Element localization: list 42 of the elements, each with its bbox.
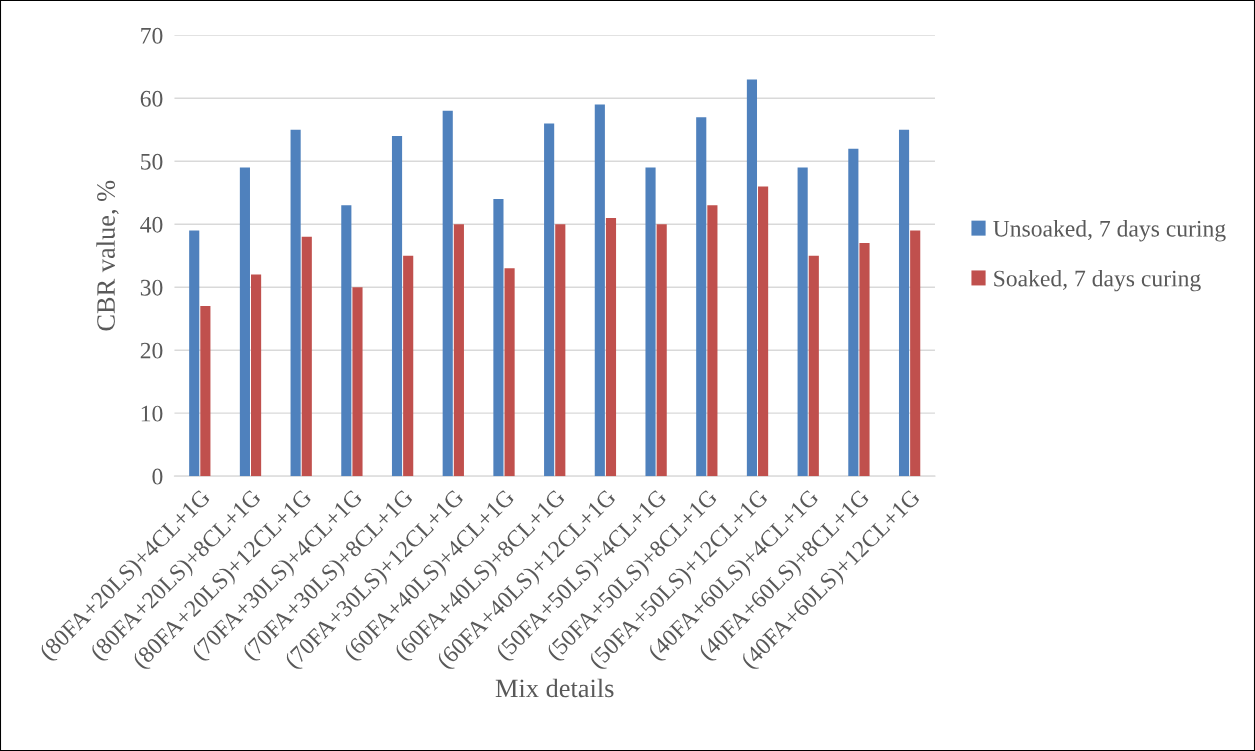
bar: [493, 199, 504, 477]
bar: [656, 224, 667, 477]
bar: [707, 205, 718, 477]
y-tick-label: 10: [141, 405, 163, 422]
bar: [910, 230, 921, 477]
bar: [544, 123, 555, 477]
y-tick-label: 70: [141, 27, 163, 44]
bar: [594, 104, 605, 477]
legend-label: Soaked, 7 days curing: [994, 269, 1201, 292]
bar: [859, 243, 870, 477]
y-tick-label: 30: [140, 279, 163, 296]
bar: [758, 186, 769, 477]
bar: [200, 306, 211, 477]
bar: [391, 136, 403, 477]
y-tick-label: 20: [140, 342, 163, 359]
bar: [239, 167, 250, 477]
bar: [808, 255, 819, 477]
bar: [555, 224, 566, 477]
bar: [797, 167, 808, 477]
y-tick-label: 0: [152, 468, 163, 485]
bar: [746, 79, 758, 477]
legend-label: Unsoaked, 7 days curing: [993, 220, 1226, 242]
y-tick-label: 60: [140, 90, 163, 107]
bar: [605, 217, 617, 477]
bar: [645, 167, 656, 477]
y-tick-label: 40: [140, 216, 163, 233]
bar: [301, 236, 312, 477]
bar: [504, 268, 515, 477]
bar: [352, 287, 363, 477]
bar: [341, 205, 352, 477]
bar: [898, 129, 910, 477]
bar: [696, 117, 707, 477]
y-tick-label: 50: [141, 153, 163, 170]
bar: [290, 129, 301, 477]
y-axis-title: CBR value, %: [96, 180, 119, 331]
bar: [848, 148, 859, 477]
bar: [251, 274, 262, 477]
bar: [403, 255, 414, 477]
bar: [453, 224, 464, 477]
x-axis-title: Mix details: [495, 678, 614, 698]
bar: [189, 230, 200, 477]
bar: [442, 110, 453, 477]
